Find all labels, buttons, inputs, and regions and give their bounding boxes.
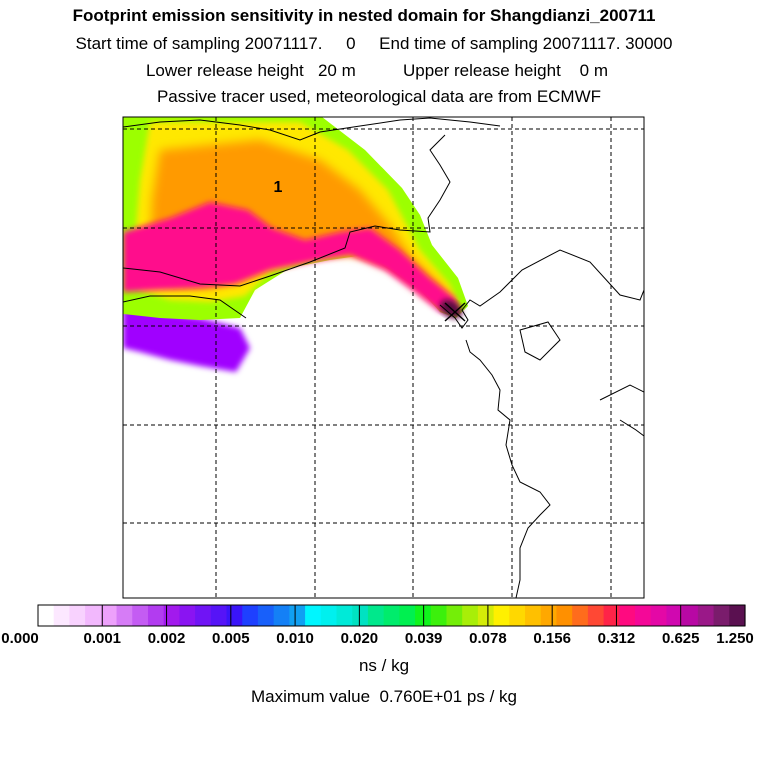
colorbar-cell xyxy=(446,605,463,626)
colorbar-cell xyxy=(603,605,620,626)
colorbar-cell xyxy=(38,605,55,626)
colorbar-frame xyxy=(37,604,746,627)
colorbar-tick-label: 1.250 xyxy=(716,630,754,647)
plume-fringe xyxy=(123,306,250,372)
colorbar-cell xyxy=(226,605,243,626)
colorbar-cell xyxy=(367,605,385,626)
sampling-time-line: Start time of sampling 20071117. 0 End t… xyxy=(75,34,673,53)
colorbar-tick-label: 0.625 xyxy=(661,630,700,647)
colorbar-tick-label: 0.312 xyxy=(597,630,636,647)
colorbar-tick-label: 0.001 xyxy=(83,630,122,647)
colorbar-cell xyxy=(540,605,558,626)
colorbar-cell xyxy=(336,605,353,626)
colorbar-cell xyxy=(163,605,180,626)
colorbar-cell xyxy=(399,605,416,626)
colorbar-tick-label: 0.005 xyxy=(212,630,250,647)
colorbar-cell xyxy=(257,605,275,626)
colorbar-cell xyxy=(383,605,400,626)
colorbar-cell xyxy=(650,605,668,626)
colorbar-cell xyxy=(509,605,526,626)
colorbar-cell xyxy=(525,605,542,626)
colorbar-cell xyxy=(132,605,149,626)
colorbar-cell xyxy=(666,605,683,626)
tracer-info-line: Passive tracer used, meteorological data… xyxy=(156,87,602,106)
colorbar-cell xyxy=(697,605,715,626)
colorbar-tick-label: 0.039 xyxy=(404,630,443,647)
colorbar-cell xyxy=(242,605,259,626)
colorbar-cell xyxy=(572,605,589,626)
colorbar-cell xyxy=(147,605,165,626)
colorbar-cell xyxy=(352,605,369,626)
colorbar-cell xyxy=(587,605,605,626)
colorbar-cell xyxy=(195,605,212,626)
colorbar-tick-label: 0.156 xyxy=(533,630,571,647)
colorbar-cell xyxy=(462,605,479,626)
release-height-line: Lower release height 20 m Upper release … xyxy=(145,61,609,80)
colorbar-tick-label: 0.002 xyxy=(147,630,186,647)
colorbar-cell xyxy=(320,605,338,626)
maximum-value-label: Maximum value 0.760E+01 ps / kg xyxy=(251,687,517,706)
plume-core xyxy=(123,202,460,314)
colorbar-units: ns / kg xyxy=(358,656,410,675)
colorbar-cell xyxy=(477,605,495,626)
map-label-1: 1 xyxy=(274,179,283,196)
coastlines xyxy=(123,117,644,598)
colorbar-cell xyxy=(85,605,102,626)
colorbar-cell xyxy=(493,605,510,626)
colorbar-cell xyxy=(305,605,322,626)
colorbar-tick-label: 0.010 xyxy=(276,630,314,647)
colorbar-cell xyxy=(179,605,196,626)
colorbar-cell xyxy=(69,605,86,626)
lat-lon-grid xyxy=(123,117,644,598)
colorbar-cell xyxy=(273,605,290,626)
plot-title: Footprint emission sensitivity in nested… xyxy=(72,6,656,25)
colorbar-tick-label: 0.078 xyxy=(469,630,507,647)
colorbar-cell xyxy=(682,605,699,626)
map-frame xyxy=(122,116,645,599)
colorbar-cell xyxy=(100,605,118,626)
colorbar-cell xyxy=(729,605,746,626)
colorbar-cell xyxy=(619,605,636,626)
colorbar-cell xyxy=(430,605,448,626)
colorbar-cell xyxy=(556,605,573,626)
colorbar-cell xyxy=(713,605,730,626)
colorbar-cell xyxy=(635,605,652,626)
colorbar-cell xyxy=(53,605,71,626)
colorbar-cell xyxy=(116,605,133,626)
release-site-marker xyxy=(444,302,466,322)
colorbar-tick-label: 0.020 xyxy=(340,630,379,647)
colorbar-cell xyxy=(289,605,306,626)
colorbar-tick-label: 0.000 xyxy=(1,630,39,647)
colorbar-cell xyxy=(210,605,228,626)
